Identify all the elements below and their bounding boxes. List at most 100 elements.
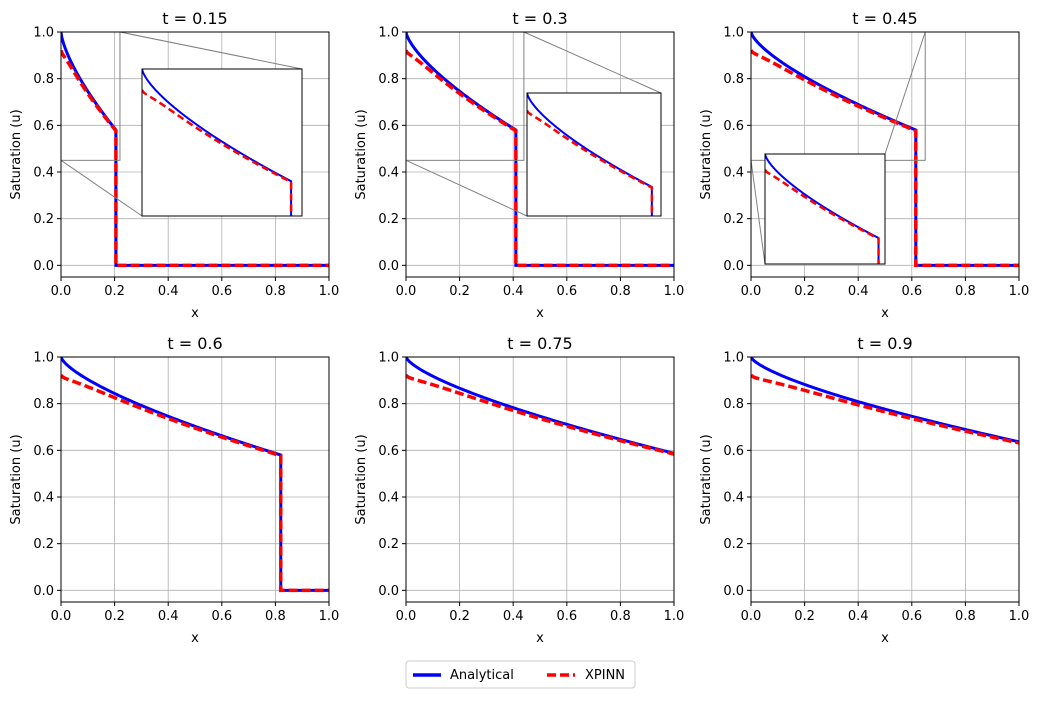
x-tick-label: 0.4 — [503, 609, 524, 624]
axes-frame — [750, 31, 1020, 278]
x-tick-label: 0.8 — [610, 284, 631, 299]
inset-axes — [141, 68, 303, 217]
axes-frame — [60, 31, 330, 278]
subplot-4: 0.0 0.2 0.4 0.6 0.8 1.0 0.0 0.2 0.4 0.6 0.8 1.0 t = … — [9, 334, 339, 646]
y-tick-label: 0.2 — [378, 537, 399, 552]
subplot-3: 0.0 0.2 0.4 0.6 0.8 1.0 0.0 0.2 0.4 0.6 0.8 1.0 t = … — [699, 9, 1030, 321]
y-tick-label: 1.0 — [723, 351, 744, 366]
x-tick-label: 0.6 — [211, 284, 232, 299]
legend-box — [405, 660, 636, 689]
x-tick-label: 0.2 — [794, 284, 815, 299]
analytical-series-line — [751, 357, 1019, 444]
y-tick-label: 0.4 — [33, 166, 54, 181]
x-tick-label: 1.0 — [1009, 609, 1030, 624]
x-tick-label: 0.2 — [449, 284, 470, 299]
subplot-title: t = 0.75 — [507, 334, 572, 353]
inset-frame — [526, 92, 662, 217]
y-tick-label: 0.8 — [378, 72, 399, 87]
y-tick-label: 0.0 — [33, 259, 54, 274]
subplot-title: t = 0.45 — [852, 9, 917, 28]
y-tick-label: 0.2 — [723, 537, 744, 552]
y-tick-label: 0.6 — [33, 444, 54, 459]
x-tick-label: 0.8 — [265, 609, 286, 624]
x-tick-label: 1.0 — [664, 284, 685, 299]
plot-area — [751, 357, 1019, 602]
y-tick-label: 1.0 — [378, 26, 399, 41]
legend-xpinn-label: XPINN — [585, 668, 625, 683]
subplot-1: 0.0 0.2 0.4 0.6 0.8 1.0 0.0 0.2 0.4 0.6 0.8 1.0 t = … — [9, 9, 340, 321]
axes-frame — [405, 356, 675, 603]
y-tick-label: 1.0 — [378, 351, 399, 366]
y-tick-label: 0.0 — [33, 584, 54, 599]
y-tick-label: 0.6 — [723, 444, 744, 459]
x-tick-label: 0.0 — [741, 609, 762, 624]
axes-frame — [60, 356, 330, 603]
x-tick-label: 0.0 — [741, 284, 762, 299]
x-tick-label: 0.8 — [610, 609, 631, 624]
zoom-connector-line — [750, 160, 766, 265]
y-tick-label: 0.8 — [723, 72, 744, 87]
y-axis-label: Saturation (u) — [699, 434, 714, 524]
y-axis-label: Saturation (u) — [699, 109, 714, 199]
y-tick-label: 0.8 — [33, 72, 54, 87]
y-tick-label: 0.6 — [378, 119, 399, 134]
y-tick-label: 0.0 — [378, 584, 399, 599]
x-tick-label: 0.0 — [51, 609, 72, 624]
subplot-title: t = 0.15 — [162, 9, 227, 28]
y-tick-label: 0.4 — [378, 491, 399, 506]
inset-xpinn-line — [765, 169, 880, 264]
x-tick-label: 0.6 — [901, 609, 922, 624]
inset-frame — [141, 68, 303, 217]
y-tick-label: 0.6 — [378, 444, 399, 459]
y-tick-label: 0.4 — [33, 491, 54, 506]
x-tick-label: 0.0 — [396, 609, 417, 624]
y-tick-label: 0.6 — [33, 119, 54, 134]
plot-area — [406, 357, 674, 602]
x-tick-label: 1.0 — [1009, 284, 1030, 299]
x-tick-label: 0.6 — [556, 609, 577, 624]
y-tick-label: 1.0 — [723, 26, 744, 41]
inset-axes — [764, 153, 886, 265]
x-tick-label: 0.4 — [848, 284, 869, 299]
zoom-connector-line — [884, 31, 926, 155]
xpinn-series-line — [406, 49, 674, 268]
inset-xpinn-line — [142, 89, 293, 216]
zoom-connector-line — [119, 31, 303, 70]
x-axis-label: x — [536, 631, 544, 646]
y-tick-label: 0.8 — [33, 397, 54, 412]
x-axis-label: x — [881, 631, 889, 646]
x-tick-label: 0.2 — [104, 609, 125, 624]
zoom-connector-line — [405, 159, 528, 217]
x-tick-label: 0.0 — [396, 284, 417, 299]
y-tick-label: 0.2 — [33, 537, 54, 552]
y-axis-label: Saturation (u) — [354, 434, 369, 524]
x-tick-label: 0.2 — [449, 609, 470, 624]
x-tick-label: 0.8 — [955, 609, 976, 624]
x-tick-label: 0.4 — [158, 609, 179, 624]
axes-frame — [405, 31, 675, 278]
x-tick-label: 0.6 — [901, 284, 922, 299]
y-axis-label: Saturation (u) — [9, 109, 24, 199]
zoom-connector-line — [523, 31, 662, 94]
xpinn-series-line — [61, 374, 329, 593]
y-axis-label: Saturation (u) — [354, 109, 369, 199]
y-tick-label: 0.8 — [378, 397, 399, 412]
subplot-title: t = 0.6 — [167, 334, 222, 353]
zoom-connector-line — [60, 159, 143, 217]
y-tick-label: 0.4 — [723, 166, 744, 181]
y-tick-label: 0.0 — [378, 259, 399, 274]
xpinn-series-line — [61, 49, 329, 268]
inset-axes — [526, 92, 662, 217]
x-tick-label: 0.2 — [104, 284, 125, 299]
x-tick-label: 1.0 — [319, 284, 340, 299]
x-axis-label: x — [191, 306, 199, 321]
x-axis-label: x — [191, 631, 199, 646]
y-tick-label: 0.0 — [723, 584, 744, 599]
x-tick-label: 0.6 — [211, 609, 232, 624]
y-tick-label: 0.0 — [723, 259, 744, 274]
legend-analytical-label: Analytical — [450, 668, 514, 683]
subplot-title: t = 0.9 — [857, 334, 912, 353]
analytical-series-line — [406, 357, 674, 455]
analytical-series-line — [406, 32, 674, 267]
